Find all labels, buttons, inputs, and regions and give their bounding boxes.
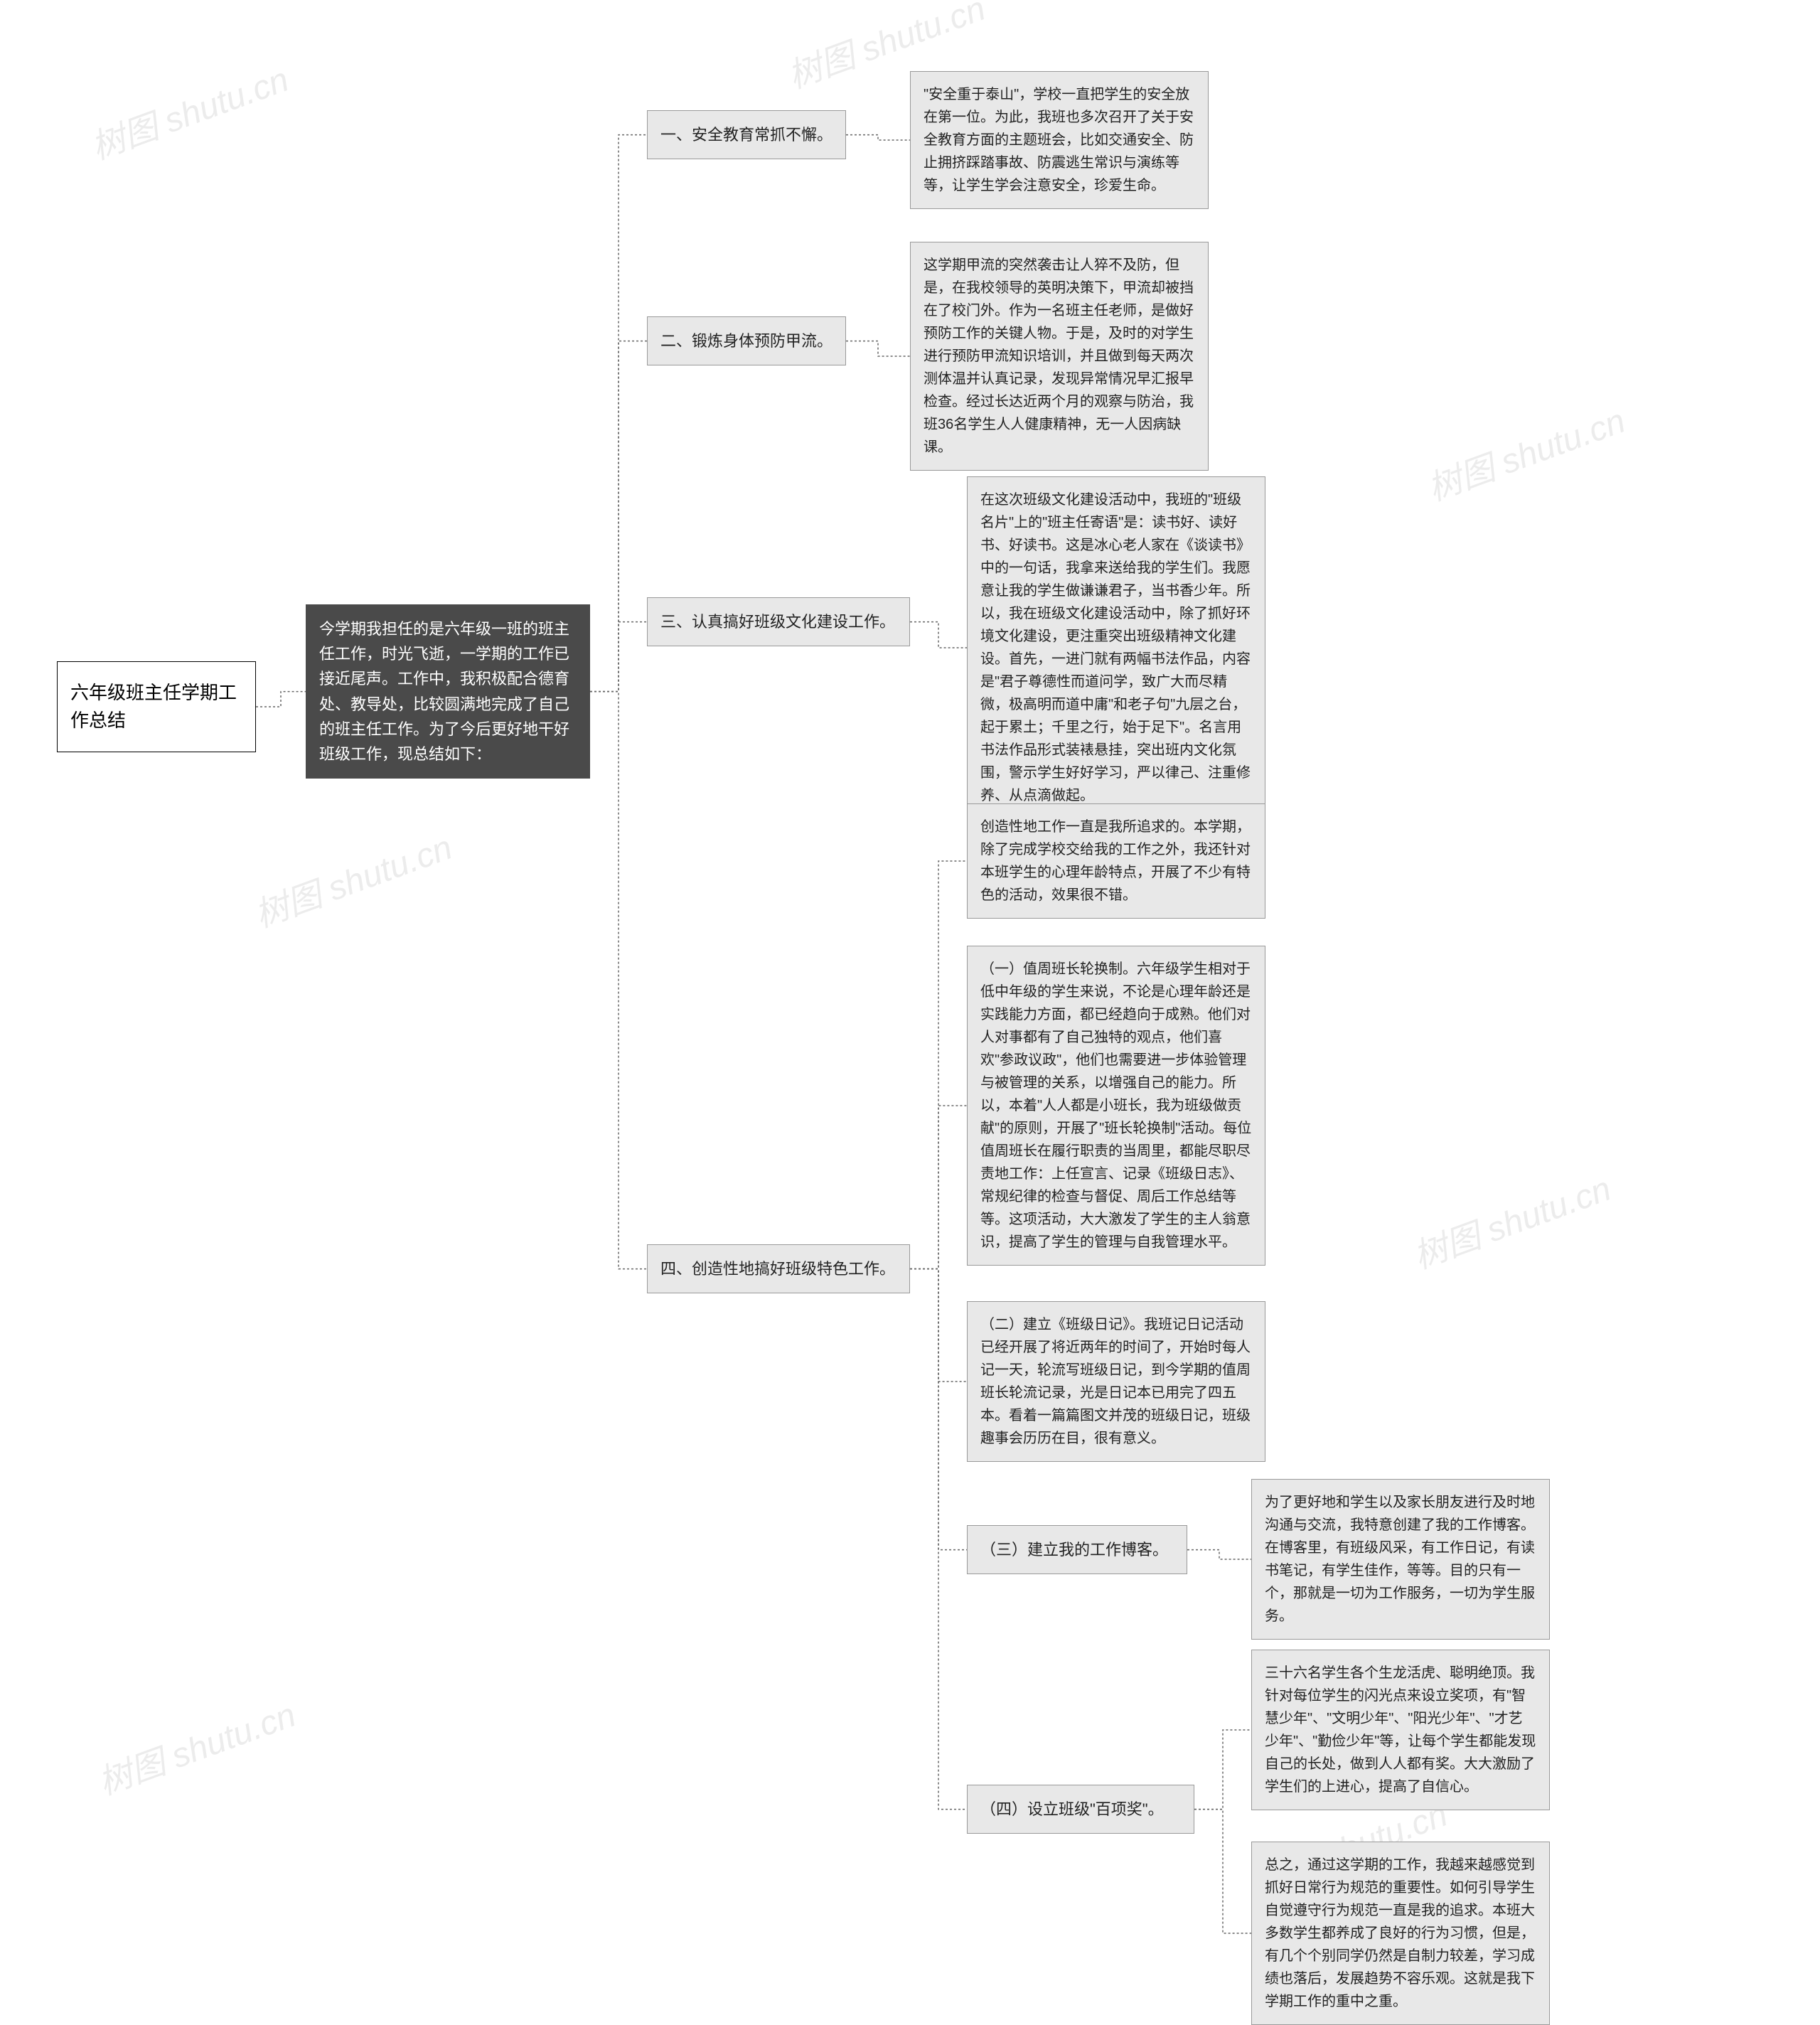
section-4-e-text: （四）设立班级"百项奖"。 (980, 1800, 1164, 1818)
section-4-text: 四、创造性地搞好班级特色工作。 (660, 1260, 895, 1278)
section-4: 四、创造性地搞好班级特色工作。 (647, 1244, 910, 1293)
root-node: 六年级班主任学期工作总结 (57, 661, 256, 752)
section-4-d-leaf-text: 为了更好地和学生以及家长朋友进行及时地沟通与交流，我特意创建了我的工作博客。在博… (1265, 1495, 1535, 1624)
section-1: 一、安全教育常抓不懈。 (647, 110, 846, 159)
section-4-d-text: （三）建立我的工作博客。 (980, 1541, 1168, 1559)
section-3-text: 三、认真搞好班级文化建设工作。 (660, 613, 895, 631)
section-1-text: 一、安全教育常抓不懈。 (660, 126, 833, 144)
section-4-c-text: （二）建立《班级日记》。我班记日记活动已经开展了将近两年的时间了，开始时每人记一… (980, 1317, 1251, 1446)
section-4-e: （四）设立班级"百项奖"。 (967, 1785, 1194, 1834)
section-2-leaf-text: 这学期甲流的突然袭击让人猝不及防，但是，在我校领导的英明决策下，甲流却被挡在了校… (924, 257, 1194, 455)
section-4-a: 创造性地工作一直是我所追求的。本学期，除了完成学校交给我的工作之外，我还针对本班… (967, 803, 1265, 919)
intro-node: 今学期我担任的是六年级一班的班主任工作，时光飞逝，一学期的工作已接近尾声。工作中… (306, 604, 590, 779)
section-2-text: 二、锻炼身体预防甲流。 (660, 332, 833, 350)
section-4-b: （一）值周班长轮换制。六年级学生相对于低中年级的学生来说，不论是心理年龄还是实践… (967, 946, 1265, 1266)
section-3-leaf: 在这次班级文化建设活动中，我班的"班级名片"上的"班主任寄语"是：读书好、读好书… (967, 476, 1265, 819)
section-3: 三、认真搞好班级文化建设工作。 (647, 597, 910, 646)
root-text: 六年级班主任学期工作总结 (70, 682, 237, 731)
section-2-leaf: 这学期甲流的突然袭击让人猝不及防，但是，在我校领导的英明决策下，甲流却被挡在了校… (910, 242, 1209, 471)
intro-text: 今学期我担任的是六年级一班的班主任工作，时光飞逝，一学期的工作已接近尾声。工作中… (319, 620, 569, 763)
section-4-b-text: （一）值周班长轮换制。六年级学生相对于低中年级的学生来说，不论是心理年龄还是实践… (980, 961, 1251, 1250)
section-4-e-leaf2-text: 总之，通过这学期的工作，我越来越感觉到抓好日常行为规范的重要性。如何引导学生自觉… (1265, 1857, 1535, 2009)
section-1-leaf-text: "安全重于泰山"，学校一直把学生的安全放在第一位。为此，我班也多次召开了关于安全… (924, 87, 1194, 193)
section-4-d: （三）建立我的工作博客。 (967, 1525, 1187, 1574)
section-4-c: （二）建立《班级日记》。我班记日记活动已经开展了将近两年的时间了，开始时每人记一… (967, 1301, 1265, 1462)
section-3-leaf-text: 在这次班级文化建设活动中，我班的"班级名片"上的"班主任寄语"是：读书好、读好书… (980, 492, 1251, 803)
section-2: 二、锻炼身体预防甲流。 (647, 316, 846, 365)
section-4-d-leaf: 为了更好地和学生以及家长朋友进行及时地沟通与交流，我特意创建了我的工作博客。在博… (1251, 1479, 1550, 1640)
section-4-e-leaf1: 三十六名学生各个生龙活虎、聪明绝顶。我针对每位学生的闪光点来设立奖项，有"智慧少… (1251, 1650, 1550, 1810)
section-4-e-leaf2: 总之，通过这学期的工作，我越来越感觉到抓好日常行为规范的重要性。如何引导学生自觉… (1251, 1842, 1550, 2025)
section-1-leaf: "安全重于泰山"，学校一直把学生的安全放在第一位。为此，我班也多次召开了关于安全… (910, 71, 1209, 209)
section-4-a-text: 创造性地工作一直是我所追求的。本学期，除了完成学校交给我的工作之外，我还针对本班… (980, 819, 1251, 903)
section-4-e-leaf1-text: 三十六名学生各个生龙活虎、聪明绝顶。我针对每位学生的闪光点来设立奖项，有"智慧少… (1265, 1665, 1536, 1795)
mindmap-canvas: 六年级班主任学期工作总结 今学期我担任的是六年级一班的班主任工作，时光飞逝，一学… (0, 0, 1820, 2000)
